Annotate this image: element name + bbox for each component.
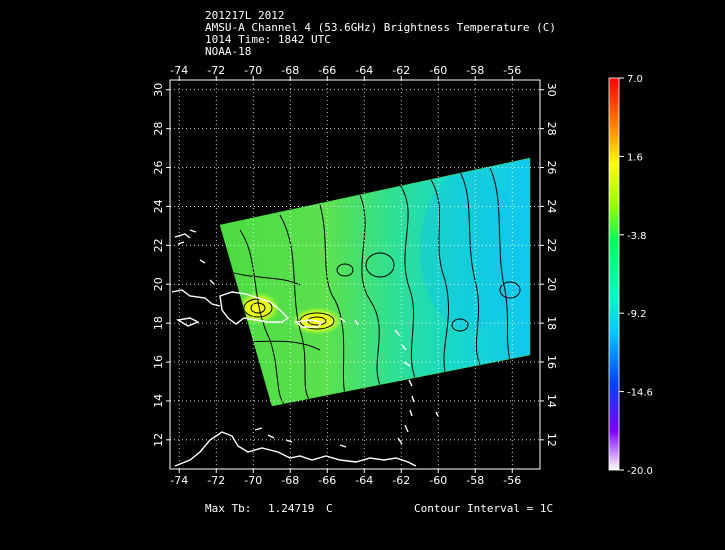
lat-label-left: 14 [152, 394, 165, 408]
header-line-3: 1014 Time: 1842 UTC [205, 33, 331, 46]
warm-spot-hispaniola [236, 292, 280, 324]
coast-south-america [174, 431, 417, 467]
lat-label-right: 28 [545, 122, 558, 136]
header-line-2: AMSU-A Channel 4 (53.6GHz) Brightness Te… [205, 21, 556, 34]
colorbar-label: -14.6 [627, 388, 653, 399]
swath-detail [224, 167, 521, 406]
lat-label-right: 22 [545, 238, 558, 252]
colorbar-labels: 7.0 1.6 -3.8 -9.2 -14.6 -20.0 [619, 74, 653, 477]
lat-label-left: 16 [152, 355, 165, 369]
lon-label-bottom: -60 [429, 474, 447, 487]
lon-label-bottom: -66 [318, 474, 336, 487]
lon-label-top: -72 [207, 64, 225, 77]
lat-label-right: 20 [545, 277, 558, 291]
coast-cuba [171, 289, 221, 307]
lon-label-bottom: -58 [466, 474, 484, 487]
lon-label-top: -66 [318, 64, 336, 77]
lon-label-top: -56 [503, 64, 521, 77]
colorbar-label: 1.6 [627, 152, 643, 163]
max-tb-label: Max Tb: [205, 502, 252, 515]
lon-label-top: -68 [281, 64, 299, 77]
coast-lesser-antilles [339, 317, 439, 445]
coast-jamaica [176, 317, 200, 327]
lat-label-right: 30 [545, 83, 558, 97]
lat-label-left: 18 [152, 316, 165, 330]
lat-label-left: 26 [152, 161, 165, 175]
lat-label-right: 14 [545, 394, 558, 408]
coast-hispaniola [219, 291, 290, 325]
map-frame [169, 79, 541, 470]
lon-label-bottom: -64 [355, 474, 373, 487]
lon-label-top: -58 [466, 64, 484, 77]
lon-label-top: -74 [170, 64, 188, 77]
lon-label-bottom: -70 [244, 474, 262, 487]
lon-label-bottom: -62 [392, 474, 410, 487]
axis-ticks: -74 -74 -72 -72 -70 -70 -68 -68 -66 -66 -64 -64 -62 -… [152, 64, 558, 487]
lat-label-right: 12 [545, 433, 558, 447]
lat-lon-grid [170, 80, 540, 469]
header-line-1: 201217L 2012 [205, 9, 285, 22]
lon-label-top: -60 [429, 64, 447, 77]
coast-bahamas [174, 229, 215, 285]
lon-label-bottom: -72 [207, 474, 225, 487]
colorbar-label: -3.8 [627, 231, 647, 242]
lat-label-left: 22 [152, 238, 165, 252]
map-header: 201217L 2012 AMSU-A Channel 4 (53.6GHz) B… [205, 10, 556, 58]
lat-label-right: 26 [545, 161, 558, 175]
contour-interval-label: Contour Interval = 1C [414, 502, 554, 515]
lon-label-top: -62 [392, 64, 410, 77]
max-tb-unit: C [326, 502, 333, 515]
colorbar-label: -9.2 [627, 309, 647, 320]
header-line-4: NOAA-18 [205, 45, 252, 58]
coastlines [171, 229, 439, 467]
lat-label-right: 24 [545, 199, 558, 213]
lon-label-bottom: -74 [170, 474, 188, 487]
lat-label-left: 30 [152, 83, 165, 97]
lat-label-left: 24 [152, 199, 165, 213]
lon-label-bottom: -68 [281, 474, 299, 487]
colorbar-label: 7.0 [627, 74, 643, 85]
colorbar-label: -20.0 [627, 466, 653, 477]
lat-label-left: 28 [152, 122, 165, 136]
max-tb-value: 1.24719 [268, 502, 315, 515]
lat-label-right: 18 [545, 316, 558, 330]
swath-image [220, 158, 530, 406]
lon-label-bottom: -56 [503, 474, 521, 487]
coast-puertorico [294, 319, 324, 328]
lon-label-top: -64 [355, 64, 373, 77]
lat-label-left: 20 [152, 277, 165, 291]
lon-label-top: -70 [244, 64, 262, 77]
lat-label-right: 16 [545, 355, 558, 369]
lat-label-left: 12 [152, 433, 165, 447]
colorbar [608, 77, 620, 471]
